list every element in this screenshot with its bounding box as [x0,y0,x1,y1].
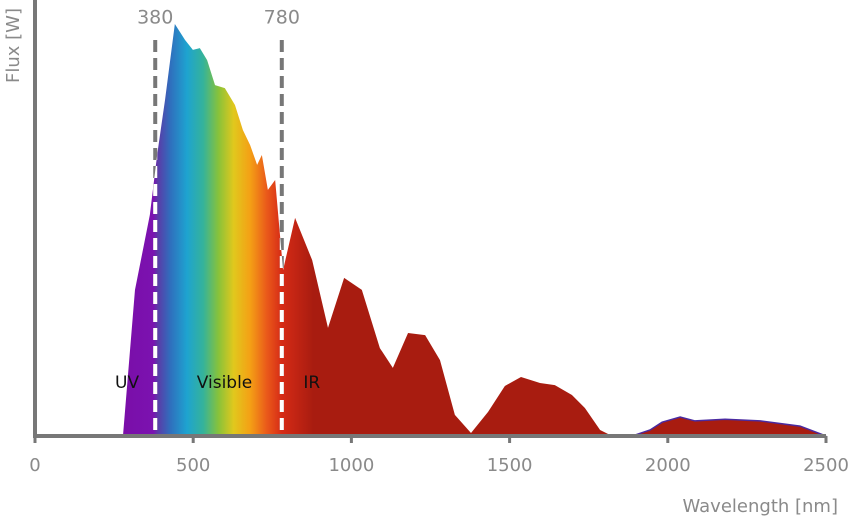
spectrum-outline [631,416,827,437]
x-tick-label: 0 [29,455,40,476]
y-axis-label: Flux [W] [3,8,24,83]
x-tick-label: 2500 [803,455,849,476]
marker-label: 380 [137,7,173,29]
x-tick-label: 500 [176,455,210,476]
region-label: UV [115,373,139,393]
x-tick-label: 2000 [645,455,691,476]
x-tick-label: 1000 [328,455,374,476]
region-label: Visible [197,373,253,393]
marker-label: 780 [264,7,300,29]
x-axis-label: Wavelength [nm] [683,496,839,517]
region-label: IR [303,373,320,393]
x-tick-label: 1500 [487,455,533,476]
spectrum-area [122,23,826,437]
